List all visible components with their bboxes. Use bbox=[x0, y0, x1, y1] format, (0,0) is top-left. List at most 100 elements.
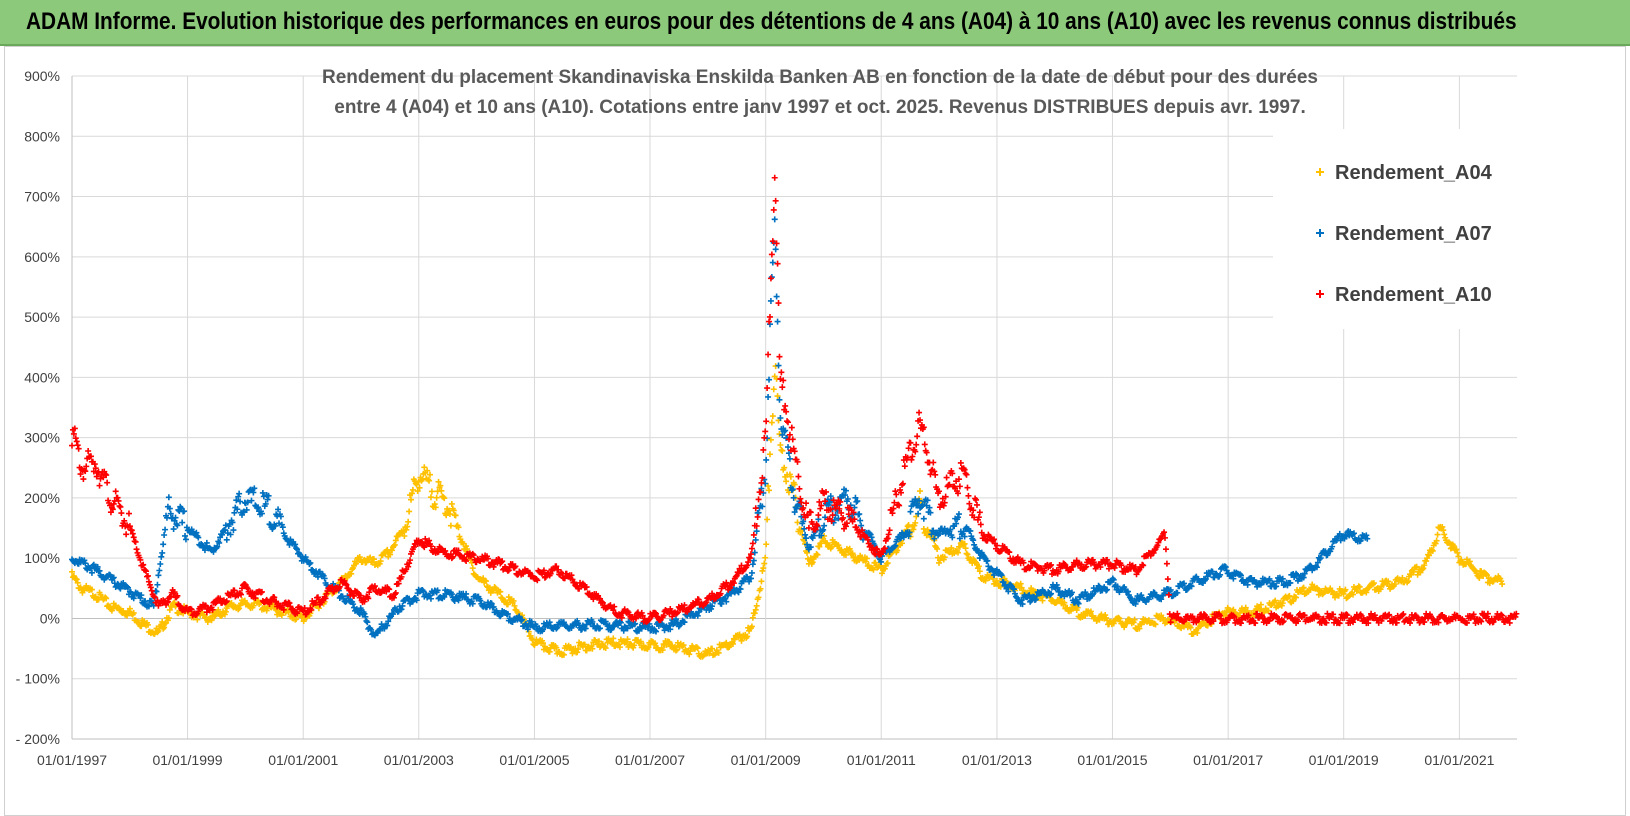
data-point bbox=[856, 511, 863, 518]
data-point bbox=[228, 600, 235, 607]
data-point bbox=[405, 518, 412, 525]
data-point bbox=[1086, 609, 1093, 616]
data-point bbox=[182, 536, 189, 543]
data-point bbox=[1483, 572, 1490, 579]
data-point bbox=[172, 514, 179, 521]
data-point bbox=[416, 484, 423, 491]
data-point bbox=[1028, 585, 1035, 592]
data-point bbox=[1102, 612, 1109, 619]
data-point bbox=[518, 617, 525, 624]
data-point bbox=[659, 647, 666, 654]
data-point bbox=[1074, 604, 1081, 611]
data-point bbox=[610, 635, 617, 642]
data-point bbox=[391, 541, 398, 548]
data-point bbox=[315, 605, 322, 612]
data-point bbox=[1244, 607, 1251, 614]
data-point bbox=[748, 569, 755, 576]
y-tick-label: 100% bbox=[24, 550, 60, 566]
data-point bbox=[774, 260, 781, 267]
data-point bbox=[809, 559, 816, 566]
data-point bbox=[1428, 546, 1435, 553]
data-point bbox=[845, 546, 852, 553]
data-point bbox=[651, 641, 658, 648]
data-point bbox=[680, 642, 687, 649]
data-point bbox=[350, 601, 357, 608]
y-tick-label: 0% bbox=[40, 610, 60, 626]
data-point bbox=[1499, 581, 1506, 588]
data-point bbox=[1421, 562, 1428, 569]
y-tick-label: 500% bbox=[24, 309, 60, 325]
data-point bbox=[624, 636, 631, 643]
data-point bbox=[356, 554, 363, 561]
data-point bbox=[779, 447, 786, 454]
data-point bbox=[752, 606, 759, 613]
data-point bbox=[1017, 580, 1024, 587]
data-point bbox=[907, 439, 914, 446]
data-point bbox=[218, 613, 225, 620]
data-point bbox=[248, 497, 255, 504]
data-point bbox=[251, 485, 258, 492]
data-point bbox=[447, 522, 454, 529]
data-point bbox=[920, 515, 927, 522]
data-point bbox=[863, 555, 870, 562]
data-point bbox=[1279, 600, 1286, 607]
data-point bbox=[1163, 560, 1170, 567]
data-point bbox=[427, 471, 434, 478]
data-point bbox=[118, 510, 125, 517]
data-point bbox=[924, 526, 931, 533]
data-point bbox=[130, 595, 137, 602]
data-point bbox=[753, 602, 760, 609]
data-point bbox=[469, 565, 476, 572]
data-point bbox=[625, 618, 632, 625]
data-point bbox=[432, 504, 439, 511]
data-point bbox=[409, 486, 416, 493]
data-point bbox=[88, 569, 95, 576]
y-tick-label: 800% bbox=[24, 128, 60, 144]
data-point bbox=[237, 498, 244, 505]
data-point bbox=[637, 638, 644, 645]
data-point bbox=[73, 576, 80, 583]
data-point bbox=[731, 636, 738, 643]
data-point bbox=[990, 575, 997, 582]
data-point bbox=[259, 489, 266, 496]
data-point bbox=[1423, 558, 1430, 565]
data-point bbox=[183, 524, 190, 531]
data-point bbox=[853, 498, 860, 505]
data-point bbox=[398, 606, 405, 613]
series-Rendement_A07 bbox=[69, 216, 1371, 639]
data-point bbox=[764, 385, 771, 392]
data-point bbox=[560, 651, 567, 658]
x-tick-label: 01/01/1999 bbox=[152, 752, 222, 768]
data-point bbox=[870, 566, 877, 573]
data-point bbox=[401, 532, 408, 539]
data-point bbox=[1335, 592, 1342, 599]
data-point bbox=[828, 543, 835, 550]
data-point bbox=[872, 559, 879, 566]
data-point bbox=[302, 554, 309, 561]
x-tick-label: 01/01/2007 bbox=[615, 752, 685, 768]
data-point bbox=[1350, 591, 1357, 598]
data-point bbox=[901, 463, 908, 470]
data-point bbox=[921, 441, 928, 448]
data-point bbox=[738, 637, 745, 644]
data-point bbox=[154, 581, 161, 588]
data-point bbox=[821, 522, 828, 529]
data-point bbox=[438, 487, 445, 494]
data-point bbox=[1087, 608, 1094, 615]
data-point bbox=[165, 494, 172, 501]
data-point bbox=[898, 540, 905, 547]
data-point bbox=[300, 618, 307, 625]
data-point bbox=[1446, 540, 1453, 547]
data-point bbox=[415, 478, 422, 485]
data-point bbox=[767, 297, 774, 304]
data-point bbox=[488, 600, 495, 607]
data-point bbox=[463, 590, 470, 597]
data-point bbox=[723, 639, 730, 646]
data-point bbox=[912, 519, 919, 526]
data-point bbox=[241, 597, 248, 604]
data-point bbox=[167, 510, 174, 517]
data-point bbox=[907, 508, 914, 515]
data-point bbox=[546, 648, 553, 655]
data-point bbox=[69, 442, 75, 449]
data-point bbox=[294, 546, 301, 553]
